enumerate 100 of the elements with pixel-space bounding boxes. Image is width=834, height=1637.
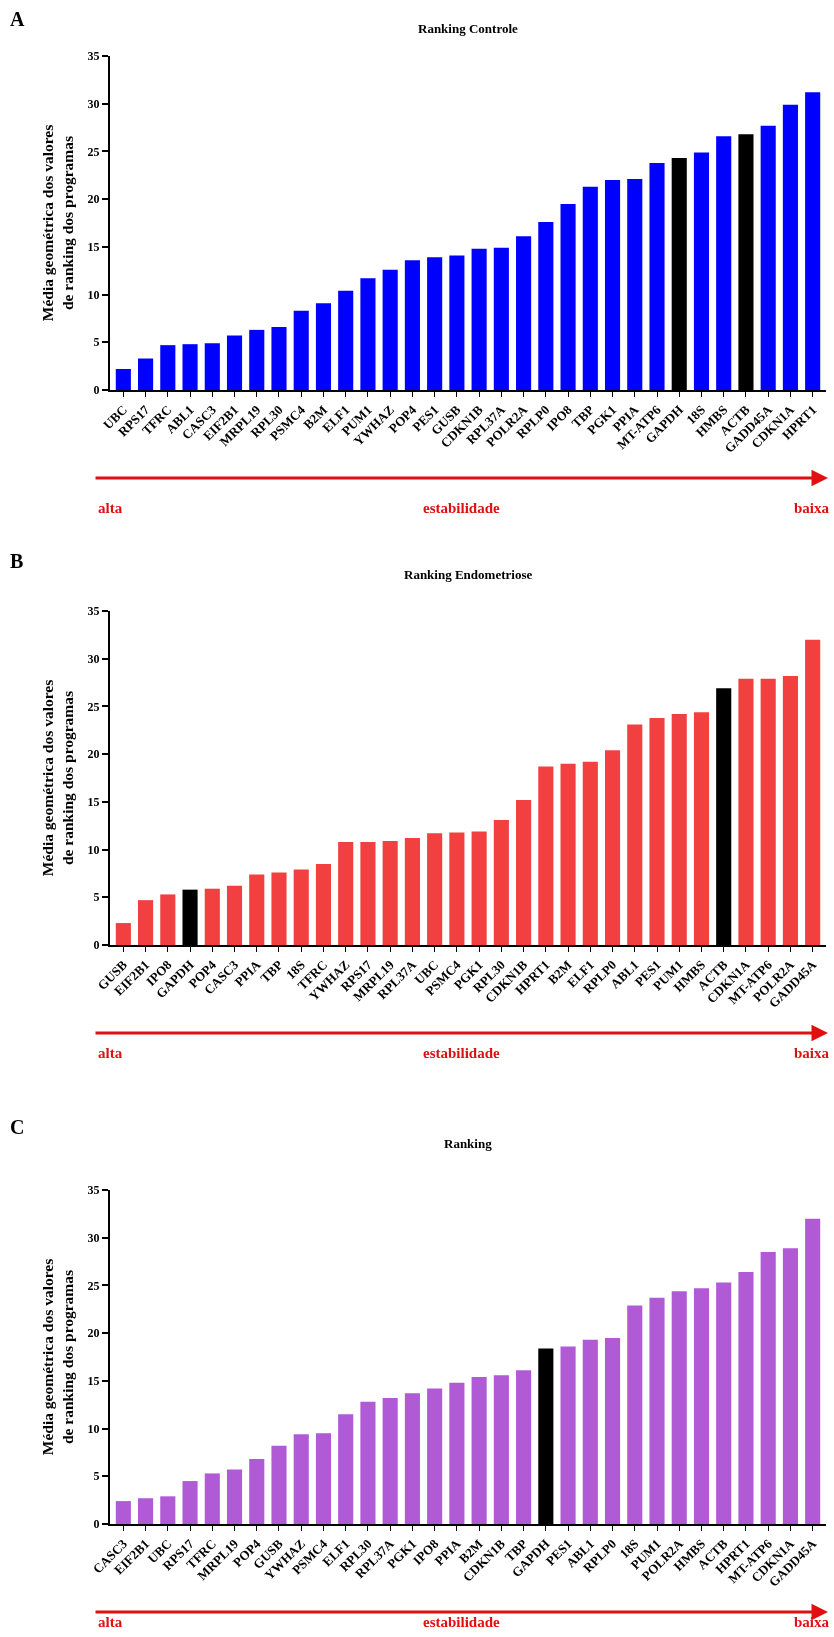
bar	[404, 838, 420, 945]
bar	[560, 203, 576, 390]
bar	[115, 369, 131, 390]
bar	[582, 1339, 598, 1524]
bar	[115, 1501, 131, 1524]
y-tick-label: 15	[87, 240, 100, 255]
bar	[382, 269, 398, 390]
bar	[560, 1346, 576, 1524]
bar	[404, 1393, 420, 1524]
text: baixa	[794, 500, 830, 516]
y-tick-label: 0	[93, 383, 100, 398]
y-tick-label: 35	[87, 604, 100, 619]
bar	[738, 678, 754, 945]
bar	[716, 136, 732, 390]
bar	[604, 1337, 621, 1524]
bar	[360, 1401, 376, 1524]
bar	[805, 639, 821, 945]
bar	[449, 255, 465, 390]
bar	[204, 343, 220, 390]
text: alta	[98, 500, 123, 516]
y-tick-label: 15	[87, 1374, 100, 1389]
bar	[716, 1282, 732, 1524]
bar	[204, 888, 220, 945]
text: A	[10, 8, 25, 30]
y-tick-label: 10	[87, 1421, 100, 1436]
bar	[449, 832, 465, 945]
bar	[560, 763, 576, 945]
bar	[738, 1272, 754, 1524]
bar	[760, 125, 776, 390]
bar	[360, 841, 376, 945]
bar	[271, 327, 287, 390]
bar	[516, 236, 532, 390]
text: C	[10, 1116, 25, 1138]
y-axis-title: Média geométrica dos valores de ranking dos programas	[39, 124, 77, 322]
y-tick-label: 35	[87, 1183, 100, 1198]
bar	[649, 1297, 665, 1524]
bar	[493, 819, 509, 945]
bar	[249, 329, 265, 390]
bar	[693, 712, 710, 945]
bar	[338, 841, 354, 945]
bar	[226, 885, 243, 945]
y-tick-label: 30	[87, 96, 100, 111]
bar	[649, 717, 665, 945]
bar	[516, 1370, 532, 1524]
bar	[338, 1414, 354, 1524]
bar	[404, 260, 420, 390]
bar	[805, 92, 821, 390]
text: estabilidade	[423, 500, 501, 516]
text: estabilidade	[423, 1614, 501, 1630]
y-tick-label: 5	[93, 335, 100, 350]
bar	[338, 290, 354, 390]
bar	[604, 180, 621, 390]
bar	[471, 1377, 487, 1524]
bar	[493, 1375, 509, 1524]
y-tick-label: 25	[87, 144, 100, 159]
bar	[226, 335, 243, 390]
y-tick-label: 20	[87, 192, 100, 207]
bar	[627, 179, 643, 390]
y-tick-label: 15	[87, 795, 100, 810]
bar	[160, 894, 176, 945]
bar	[782, 675, 798, 945]
bar	[360, 278, 376, 390]
bar	[627, 724, 643, 945]
bar	[271, 872, 287, 945]
text: B	[10, 550, 24, 572]
bar	[293, 869, 309, 945]
bar	[516, 799, 532, 945]
y-tick-label: 0	[93, 938, 100, 953]
bar	[427, 1388, 443, 1524]
bar	[182, 1481, 198, 1524]
bar	[249, 1459, 265, 1524]
y-tick-label: 30	[87, 651, 100, 666]
bar	[538, 222, 554, 390]
bar	[204, 1473, 220, 1524]
y-tick-label: 10	[87, 842, 100, 857]
y-axis-title: Média geométrica dos valores de ranking dos programas	[39, 679, 77, 877]
bar	[604, 750, 621, 945]
bar	[115, 923, 131, 945]
bar	[538, 766, 554, 945]
bar	[582, 186, 598, 390]
bar	[182, 344, 198, 390]
bar	[382, 1398, 398, 1524]
bar	[138, 358, 154, 390]
bar	[693, 152, 710, 390]
bar	[671, 714, 687, 945]
bar	[382, 840, 398, 945]
bar	[271, 1445, 287, 1524]
y-tick-label: 0	[93, 1517, 100, 1532]
bar	[471, 248, 487, 390]
text: baixa	[794, 1045, 830, 1061]
bar	[760, 1252, 776, 1524]
text: estabilidade	[423, 1045, 501, 1061]
text: alta	[98, 1614, 123, 1630]
chart-title: Ranking	[444, 1136, 493, 1151]
text: baixa	[794, 1614, 830, 1630]
bar	[782, 104, 798, 390]
bar	[671, 1291, 687, 1524]
bar	[293, 1434, 309, 1524]
y-tick-label: 10	[87, 287, 100, 302]
y-tick-label: 25	[87, 699, 100, 714]
